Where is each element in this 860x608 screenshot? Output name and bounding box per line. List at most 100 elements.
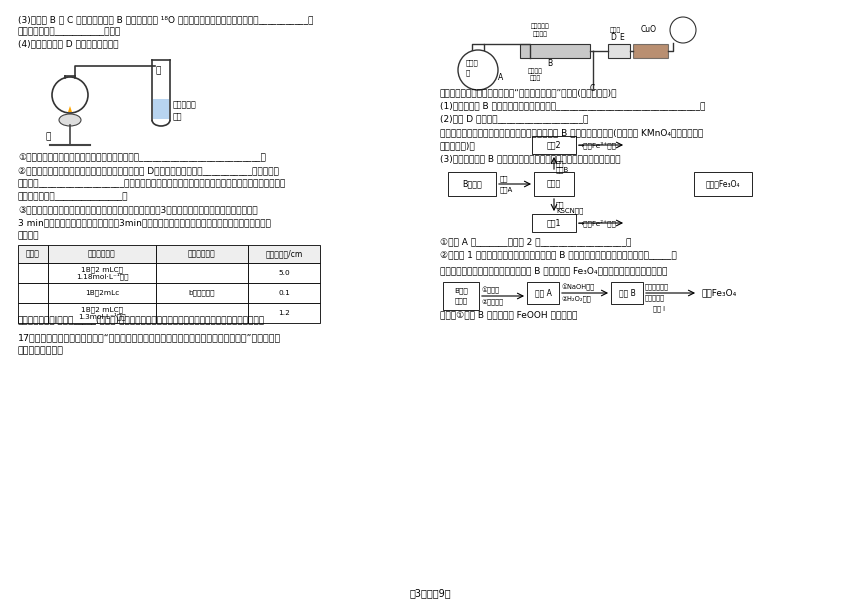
Text: 已知：①油液 B 中铁元素以 FeOOH 形式存在：: 已知：①油液 B 中铁元素以 FeOOH 形式存在：: [440, 310, 577, 319]
Text: ②实验完成后，若要从乙试管的液体混合物中分离出 D，需要的主要仸器是___________；需要进行: ②实验完成后，若要从乙试管的液体混合物中分离出 D，需要的主要仸器是______…: [18, 166, 279, 175]
Text: 该同学分析实验Ⅰ和实验_____(填序号)的数据，并推测出浓硫酸的吸水性提高了该反应产物的产率。: 该同学分析实验Ⅰ和实验_____(填序号)的数据，并推测出浓硫酸的吸水性提高了该…: [18, 315, 265, 324]
Bar: [520, 44, 590, 58]
Text: 还原性铁: 还原性铁: [532, 32, 548, 37]
Text: 5.0: 5.0: [278, 270, 290, 276]
Text: 的离子方程式是_______________。: 的离子方程式是_______________。: [18, 192, 128, 201]
Text: 溶液: 溶液: [173, 112, 182, 121]
Text: 添加: 添加: [500, 175, 508, 182]
Text: 17．某研究性学习小组请你参与“研究铁与水蕋气反应后固体物质的成分、性质及再利用”实验探究，: 17．某研究性学习小组请你参与“研究铁与水蕋气反应后固体物质的成分、性质及再利用…: [18, 333, 281, 342]
Text: 1.2: 1.2: [278, 310, 290, 316]
Text: ②足量铁粉: ②足量铁粉: [482, 298, 504, 305]
Bar: [156, 283, 248, 303]
Text: b碳酸钔溶液: b碳酸钔溶液: [188, 289, 215, 296]
Text: (3)为研究 B 与 C 反应的机理，将 B 中的氧原子用 ¹⁸O 标记，写出该反应的化学方程式：___________，: (3)为研究 B 与 C 反应的机理，将 B 中的氧原子用 ¹⁸O 标记，写出该…: [18, 15, 313, 24]
Bar: [48, 303, 156, 323]
Text: ①乙中导管口没有插入饱和碳酸钔溶液，其目的是___________________________，: ①乙中导管口没有插入饱和碳酸钔溶液，其目的是__________________…: [18, 153, 266, 162]
Text: →证明Fe³⁺存在: →证明Fe³⁺存在: [578, 141, 617, 149]
Text: 饱和碳酸钔: 饱和碳酸钔: [173, 100, 197, 109]
Text: A: A: [498, 73, 503, 82]
Text: 加热、搔拌，: 加热、搔拌，: [645, 283, 669, 290]
Text: 1.3mol·L⁻¹硫酸: 1.3mol·L⁻¹硫酸: [78, 313, 126, 320]
Bar: [534, 172, 574, 196]
Text: 水: 水: [466, 69, 470, 75]
Text: B: B: [548, 59, 553, 68]
Bar: [448, 172, 496, 196]
Text: 分离、干燥: 分离、干燥: [645, 294, 665, 300]
Text: 固体为Fe₃O₄: 固体为Fe₃O₄: [706, 179, 740, 188]
Bar: [18, 245, 48, 263]
Text: D: D: [610, 33, 616, 42]
Bar: [608, 44, 630, 58]
Text: 试剂A: 试剂A: [500, 186, 513, 193]
Text: 第3页，兲9页: 第3页，兲9页: [409, 588, 451, 598]
Text: 1B、2 mLC，: 1B、2 mLC，: [81, 266, 123, 273]
Text: 现貁1: 现貁1: [547, 218, 562, 227]
Text: →证明Fe²⁺存在: →证明Fe²⁺存在: [578, 219, 617, 227]
Text: (1)硬质玻璃管 B 中发生反应的化学方程式为________________________________。: (1)硬质玻璃管 B 中发生反应的化学方程式为_________________…: [440, 101, 705, 110]
Text: 油液 B: 油液 B: [618, 289, 636, 297]
Bar: [18, 263, 48, 283]
Bar: [611, 282, 643, 304]
Text: (3)将硬质玻璃管 B 冷却后，取少许其中的固体物质继续进行如下实验：: (3)将硬质玻璃管 B 冷却后，取少许其中的固体物质继续进行如下实验：: [440, 154, 621, 163]
Text: 操作 I: 操作 I: [653, 305, 665, 312]
Text: 0.1: 0.1: [278, 290, 290, 296]
Bar: [48, 245, 156, 263]
Bar: [48, 263, 156, 283]
Text: 1B、2 mLC，: 1B、2 mLC，: [81, 306, 123, 313]
Bar: [532, 214, 576, 232]
Text: 3 min，并使甲试管中液体保持微沸腾3min，实验结束后充分摇荡乙试管，测有机层厚度。实验记: 3 min，并使甲试管中液体保持微沸腾3min，实验结束后充分摇荡乙试管，测有机…: [18, 218, 271, 227]
Text: ①稀盐酸: ①稀盐酸: [482, 287, 500, 294]
Text: 甲: 甲: [45, 132, 51, 141]
Text: 该反应的类型是___________反应。: 该反应的类型是___________反应。: [18, 27, 121, 36]
Text: E: E: [619, 33, 623, 42]
Text: 1.18mol·L⁻¹硫酸: 1.18mol·L⁻¹硫酸: [76, 273, 128, 280]
Text: 分层后: 分层后: [547, 179, 561, 188]
Bar: [443, 282, 479, 310]
Text: CuO: CuO: [641, 25, 657, 34]
Bar: [633, 44, 668, 58]
Text: 探究一：设计如图所示装置进行“铁与水蕋气反应”的实验(夹持仸器略)。: 探究一：设计如图所示装置进行“铁与水蕋气反应”的实验(夹持仸器略)。: [440, 88, 617, 97]
Text: B中固体: B中固体: [462, 179, 482, 188]
Bar: [48, 283, 156, 303]
Text: ①试剂 A 是_______，现貁 2 为___________________。: ①试剂 A 是_______，现貁 2 为___________________…: [440, 237, 631, 246]
Text: 乙试管中试剂: 乙试管中试剂: [188, 249, 216, 258]
Text: C: C: [590, 84, 595, 93]
Bar: [248, 245, 320, 263]
Text: 的操作是___________________，在操作中，观察到碳酸钔溶液中有细小的无色气泡冒出，发生反应: 的操作是___________________，在操作中，观察到碳酸钔溶液中有细…: [18, 179, 286, 188]
Text: 并回答下列问题：: 并回答下列问题：: [18, 346, 64, 355]
Polygon shape: [68, 106, 72, 112]
Bar: [18, 283, 48, 303]
Bar: [248, 303, 320, 323]
Text: 添加: 添加: [556, 202, 564, 209]
Bar: [248, 283, 320, 303]
Text: ②若现貁 1 中溶液未变红色，请从硬质玻璃管 B 中固体物质组成分析可能的原因：_____。: ②若现貁 1 中溶液未变红色，请从硬质玻璃管 B 中固体物质组成分析可能的原因：…: [440, 250, 677, 259]
Bar: [527, 282, 559, 304]
Text: 溶液 A: 溶液 A: [535, 289, 551, 297]
Bar: [248, 263, 320, 283]
Text: 酸发生反应)。: 酸发生反应)。: [440, 141, 476, 150]
Bar: [153, 99, 169, 119]
Text: 有机层厚度/cm: 有机层厚度/cm: [266, 249, 303, 258]
Text: 添加: 添加: [556, 161, 564, 167]
Text: 探究二：设计如下实验方案确定反应后硬质玻璃管 B 中黑色固体的成分(已知酸性 KMnO₄溶液能与浓盐: 探究二：设计如下实验方案确定反应后硬质玻璃管 B 中黑色固体的成分(已知酸性 K…: [440, 128, 703, 137]
Text: 熒石灰: 熒石灰: [610, 27, 621, 33]
Text: 现貁2: 现貁2: [547, 140, 562, 150]
Text: 1B、2mLc: 1B、2mLc: [85, 289, 120, 296]
Text: 试剂B: 试剂B: [556, 167, 569, 173]
Circle shape: [670, 17, 696, 43]
Text: KSCN溶液: KSCN溶液: [556, 208, 583, 214]
Bar: [532, 136, 576, 154]
Text: ②H₂O₂溶溶: ②H₂O₂溶溶: [561, 295, 591, 302]
Text: 粉和石棉绳: 粉和石棉绳: [531, 23, 550, 29]
Bar: [156, 303, 248, 323]
Text: 锦粒片: 锦粒片: [466, 59, 479, 66]
Text: 体物质: 体物质: [454, 298, 468, 305]
Text: 乙: 乙: [155, 66, 160, 75]
Text: 酒精喷灯
加强热: 酒精喷灯 加强热: [527, 69, 543, 81]
Text: 组编号: 组编号: [26, 249, 40, 258]
Text: 录如下：: 录如下：: [18, 231, 40, 240]
Text: 甲试管中试料: 甲试管中试料: [88, 249, 116, 258]
Bar: [156, 245, 248, 263]
Circle shape: [458, 50, 498, 90]
Text: ③为证明液反应中浓硫酸的作用，某同学用上述装置进行了3组实验。实验开始用酒精灯加热甲试管: ③为证明液反应中浓硫酸的作用，某同学用上述装置进行了3组实验。实验开始用酒精灯加…: [18, 205, 258, 214]
